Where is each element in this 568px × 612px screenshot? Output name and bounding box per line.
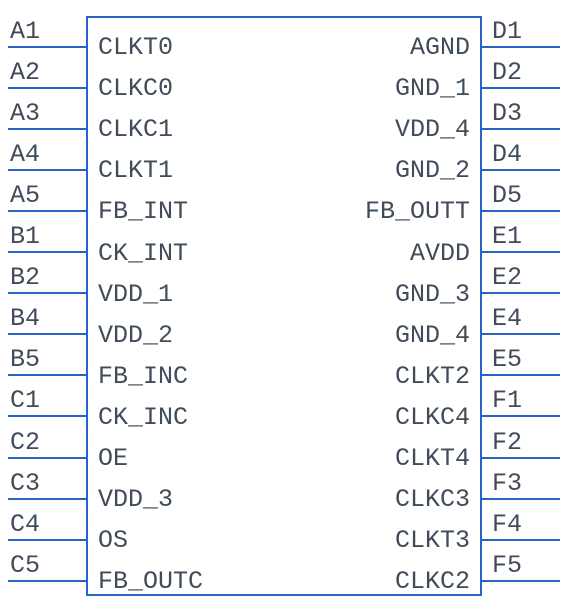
pin-line-right	[482, 292, 560, 294]
pin-label-left: A5	[10, 181, 40, 210]
pin-line-right	[482, 333, 560, 335]
pin-line-right	[482, 87, 560, 89]
pin-line-left	[8, 580, 86, 582]
inner-label-left: VDD_2	[98, 321, 173, 350]
pin-line-right	[482, 251, 560, 253]
inner-label-left: OS	[98, 526, 128, 555]
inner-label-left: CK_INT	[98, 239, 188, 268]
pin-line-right	[482, 169, 560, 171]
pin-line-left	[8, 415, 86, 417]
inner-label-right: GND_1	[395, 74, 470, 103]
inner-label-left: CLKC1	[98, 115, 173, 144]
pin-label-right: E4	[492, 304, 522, 333]
inner-label-left: FB_OUTC	[98, 567, 203, 596]
inner-label-right: AVDD	[410, 239, 470, 268]
pin-label-right: F1	[492, 386, 522, 415]
inner-label-left: OE	[98, 444, 128, 473]
pin-line-left	[8, 169, 86, 171]
pin-line-left	[8, 457, 86, 459]
inner-label-right: GND_3	[395, 280, 470, 309]
inner-label-right: FB_OUTT	[365, 197, 470, 226]
pin-line-right	[482, 374, 560, 376]
pin-label-right: D5	[492, 181, 522, 210]
pin-label-left: C1	[10, 386, 40, 415]
pin-label-right: F3	[492, 469, 522, 498]
inner-label-left: CK_INC	[98, 403, 188, 432]
pin-line-right	[482, 415, 560, 417]
pin-line-left	[8, 251, 86, 253]
pin-line-right	[482, 580, 560, 582]
pin-label-right: F5	[492, 551, 522, 580]
inner-label-right: CLKT4	[395, 444, 470, 473]
pin-line-left	[8, 46, 86, 48]
pin-label-left: A2	[10, 58, 40, 87]
pin-line-left	[8, 333, 86, 335]
pin-label-right: F2	[492, 428, 522, 457]
pin-label-right: F4	[492, 510, 522, 539]
inner-label-right: CLKT2	[395, 362, 470, 391]
inner-label-left: FB_INT	[98, 197, 188, 226]
pin-label-left: B1	[10, 222, 40, 251]
inner-label-left: VDD_1	[98, 280, 173, 309]
pin-label-left: C2	[10, 428, 40, 457]
inner-label-left: FB_INC	[98, 362, 188, 391]
pin-label-left: A4	[10, 140, 40, 169]
pin-line-right	[482, 457, 560, 459]
pin-label-left: A1	[10, 17, 40, 46]
pin-line-left	[8, 374, 86, 376]
pin-line-left	[8, 210, 86, 212]
pin-line-right	[482, 128, 560, 130]
pin-label-left: B4	[10, 304, 40, 333]
inner-label-left: CLKT0	[98, 33, 173, 62]
pin-line-left	[8, 539, 86, 541]
pin-line-right	[482, 498, 560, 500]
inner-label-right: VDD_4	[395, 115, 470, 144]
pin-label-left: C4	[10, 510, 40, 539]
inner-label-right: AGND	[410, 33, 470, 62]
inner-label-left: VDD_3	[98, 485, 173, 514]
pin-label-left: B5	[10, 345, 40, 374]
pin-label-left: C5	[10, 551, 40, 580]
pin-label-right: E5	[492, 345, 522, 374]
inner-label-left: CLKT1	[98, 156, 173, 185]
inner-label-right: CLKT3	[395, 526, 470, 555]
pin-line-right	[482, 46, 560, 48]
pin-line-right	[482, 210, 560, 212]
pin-label-right: D3	[492, 99, 522, 128]
pin-label-right: D2	[492, 58, 522, 87]
pin-line-left	[8, 498, 86, 500]
inner-label-right: CLKC3	[395, 485, 470, 514]
pin-label-left: B2	[10, 263, 40, 292]
pin-label-right: D4	[492, 140, 522, 169]
pin-line-right	[482, 539, 560, 541]
inner-label-left: CLKC0	[98, 74, 173, 103]
pin-label-left: A3	[10, 99, 40, 128]
pin-label-right: D1	[492, 17, 522, 46]
inner-label-right: CLKC2	[395, 567, 470, 596]
inner-label-right: GND_4	[395, 321, 470, 350]
pin-line-left	[8, 292, 86, 294]
inner-label-right: GND_2	[395, 156, 470, 185]
pin-line-left	[8, 128, 86, 130]
pin-label-left: C3	[10, 469, 40, 498]
pin-label-right: E1	[492, 222, 522, 251]
inner-label-right: CLKC4	[395, 403, 470, 432]
pin-label-right: E2	[492, 263, 522, 292]
pin-line-left	[8, 87, 86, 89]
